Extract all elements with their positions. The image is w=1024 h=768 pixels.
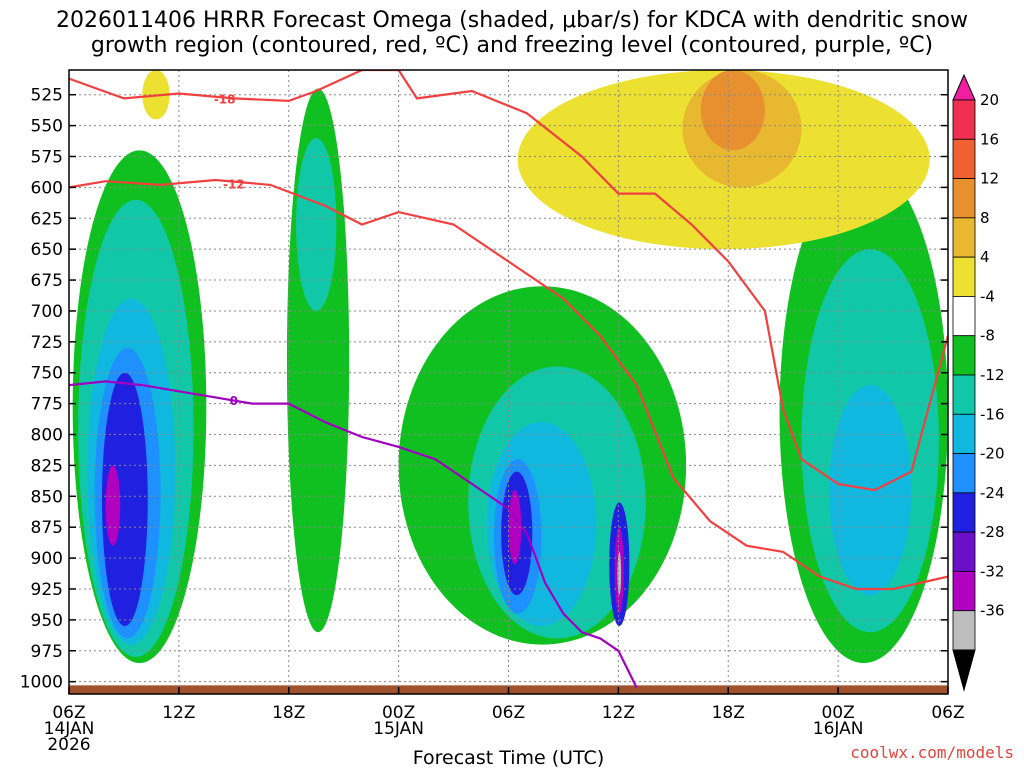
plot-content: -18 -12 0 [69, 70, 948, 694]
colorbar-high-extend [952, 73, 976, 101]
y-tick-label-650: 650 [31, 240, 63, 260]
dgz-minus12-line [69, 178, 948, 591]
colorbar-swatch-0 [952, 99, 976, 140]
colorbar-label-6: -8 [980, 327, 995, 345]
y-tick-label-900: 900 [31, 549, 63, 569]
colorbar-label-11: -28 [980, 523, 1005, 541]
x-tick-label-18-1: 15JAN [373, 719, 424, 739]
omega-region-23 [700, 70, 765, 151]
y-tick-label-700: 700 [31, 302, 63, 322]
x-tick-label-0-0: 06Z [52, 703, 85, 723]
x-tick-label-48-0: 06Z [931, 703, 964, 723]
chart-title-line2: growth region (contoured, red, ºC) and f… [90, 33, 934, 58]
dgz-minus18-line [69, 70, 948, 492]
colorbar-label-7: -12 [980, 366, 1005, 384]
y-tick-label-1000: 1000 [20, 673, 63, 693]
y-tick-label-850: 850 [31, 487, 63, 507]
colorbar-label-8: -16 [980, 405, 1005, 423]
x-tick-label-30-0: 12Z [602, 703, 635, 723]
freezing-level-line [69, 380, 638, 689]
chart-title-line1: 2026011406 HRRR Forecast Omega (shaded, … [56, 8, 968, 33]
colorbar-label-4: 4 [980, 248, 990, 266]
omega-region-4 [101, 372, 148, 627]
y-tick-label-600: 600 [31, 178, 63, 198]
colorbar-label-3: 8 [980, 209, 990, 227]
y-tick-label-775: 775 [31, 395, 63, 415]
colorbar-label-5: -4 [980, 287, 995, 305]
x-tick-label-36-0: 18Z [712, 703, 745, 723]
freezing-level-label: 0 [230, 394, 238, 408]
colorbar-label-10: -24 [980, 484, 1005, 502]
colorbar-label-2: 12 [980, 170, 999, 188]
colorbar-swatch-11 [952, 531, 976, 572]
colorbar-swatch-7 [952, 374, 976, 415]
colorbar-low-extend [952, 649, 976, 692]
omega-region-7 [296, 137, 337, 311]
colorbar-swatch-3 [952, 217, 976, 258]
y-tick-label-575: 575 [31, 147, 63, 167]
colorbar-swatch-2 [952, 178, 976, 219]
y-tick-label-525: 525 [31, 86, 63, 106]
y-tick-label-950: 950 [31, 611, 63, 631]
y-tick-label-625: 625 [31, 209, 63, 229]
x-tick-label-42-0: 00Z [821, 703, 854, 723]
x-tick-label-42-1: 16JAN [813, 719, 864, 739]
colorbar-swatch-4 [952, 256, 976, 297]
colorbar-swatch-8 [952, 413, 976, 454]
y-tick-label-875: 875 [31, 518, 63, 538]
x-tick-label-0-2: 2026 [47, 735, 90, 755]
y-tick-label-825: 825 [31, 456, 63, 476]
colorbar-swatch-9 [952, 453, 976, 494]
colorbar-label-9: -20 [980, 445, 1005, 463]
x-axis-title: Forecast Time (UTC) [413, 747, 604, 768]
colorbar-label-12: -32 [980, 562, 1005, 580]
y-tick-label-550: 550 [31, 117, 63, 137]
colorbar-label-0: 20 [980, 91, 999, 109]
colorbar-swatch-1 [952, 138, 976, 179]
colorbar-swatch-5 [952, 296, 976, 337]
colorbar-label-13: -36 [980, 602, 1005, 620]
x-tick-label-12-0: 18Z [272, 703, 305, 723]
dgz-minus18-label: -18 [214, 92, 236, 106]
colorbar-label-1: 16 [980, 130, 999, 148]
y-tick-label-800: 800 [31, 426, 63, 446]
colorbar-swatch-12 [952, 571, 976, 612]
x-tick-label-24-0: 06Z [492, 703, 525, 723]
dgz-minus12-label: -12 [223, 178, 245, 192]
x-tick-label-6-0: 12Z [162, 703, 195, 723]
y-tick-label-750: 750 [31, 364, 63, 384]
omega-region-16 [617, 551, 622, 596]
omega-region-5 [105, 465, 121, 546]
x-tick-label-18-0: 00Z [382, 703, 415, 723]
y-tick-label-975: 975 [31, 642, 63, 662]
credit-link[interactable]: coolwx.com/models [850, 743, 1014, 762]
colorbar-swatch-6 [952, 335, 976, 376]
colorbar-swatch-10 [952, 492, 976, 533]
y-tick-label-725: 725 [31, 333, 63, 353]
y-tick-label-675: 675 [31, 271, 63, 291]
colorbar-swatch-13 [952, 610, 976, 651]
x-tick-label-0-1: 14JAN [44, 719, 95, 739]
y-tick-label-925: 925 [31, 580, 63, 600]
